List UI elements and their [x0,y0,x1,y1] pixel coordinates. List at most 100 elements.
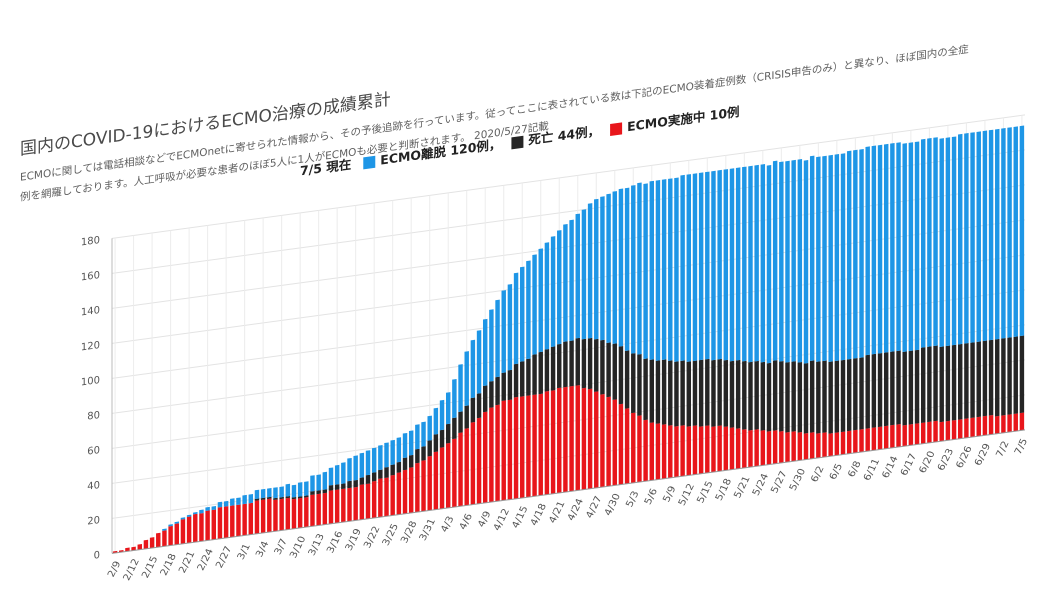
bar-segment [322,492,328,525]
bar-segment [445,392,451,425]
bar-segment [643,183,648,360]
bar-segment [421,460,426,512]
bar-segment [809,360,815,433]
bar-segment [359,452,365,478]
bar-segment [649,359,655,423]
bar-segment [828,361,833,434]
bar-segment [1013,126,1018,337]
bar-segment [846,430,852,454]
bar-segment [958,133,963,345]
x-tick-label: 4/6 [458,512,475,531]
bar-segment [772,430,778,464]
bar-segment [316,493,321,526]
bar-segment [692,173,698,362]
bar-segment [242,494,247,505]
bar-segment [791,361,796,432]
legend-swatch [363,155,376,170]
bar-segment [501,372,506,401]
bar-segment [186,514,192,517]
bar-segment [390,474,395,516]
bar-segment [914,349,920,424]
bar-segment [526,358,531,396]
bar-segment [168,525,173,546]
bar-segment [476,417,482,505]
bar-segment [445,423,451,444]
bar-segment [526,395,531,498]
bar-segment [421,446,426,461]
bar-segment [260,499,266,534]
bar-segment [489,381,494,408]
bar-segment [501,290,506,373]
bar-segment [1013,336,1018,414]
bar-segment [742,360,747,430]
bar-segment [729,360,735,428]
bar-segment [668,360,673,426]
x-tick-label: 2/12 [122,557,142,582]
bar-segment [723,169,729,361]
bar-segment [618,188,624,347]
bar-segment [267,498,272,533]
x-tick-label: 5/9 [661,485,678,504]
bar-segment [865,146,870,356]
x-tick-label: 4/12 [492,507,512,532]
bar-segment [933,345,938,422]
bar-segment [186,516,192,544]
bar-segment [415,462,420,513]
bar-segment [834,154,840,362]
bar-segment [125,547,130,552]
bar-segment [236,497,241,506]
bar-segment [569,385,574,492]
bar-segment [569,219,574,342]
bar-segment [532,254,537,355]
bar-segment [365,474,371,485]
bar-segment [445,442,451,509]
bar-segment [347,457,352,482]
bar-segment [612,191,617,344]
bar-segment [871,145,877,355]
bar-segment [606,396,611,487]
bar-segment [717,425,722,472]
bar-segment [809,155,815,361]
bar-segment [988,414,994,435]
bar-segment [717,169,722,360]
bar-segment [939,346,944,423]
bar-segment [760,361,766,431]
bar-segment [927,421,932,444]
bar-segment [260,488,266,499]
bar-segment [705,358,710,426]
bar-segment [686,174,692,362]
x-tick-label: 6/11 [862,457,882,482]
bar-segment [248,494,254,504]
bar-segment [594,198,599,340]
x-tick-label: 5/15 [695,480,715,505]
bar-segment [371,472,377,482]
bar-segment [754,429,759,467]
bar-segment [587,203,593,339]
x-tick-label: 4/15 [510,505,530,530]
bar-segment [729,427,735,470]
bar-segment [840,431,846,455]
bar-segment [877,426,883,450]
bar-segment [217,506,223,540]
bar-segment [631,353,636,414]
bar-segment [828,154,833,362]
bar-segment [742,429,747,469]
bar-segment [791,431,796,462]
bar-segment [550,390,556,495]
x-tick-label: 4/21 [547,500,567,525]
bar-segment [538,351,543,395]
bar-segment [230,498,235,506]
bar-segment [476,393,482,419]
x-tick-label: 4/24 [566,497,586,522]
bar-segment [877,144,883,354]
bar-segment [458,364,463,413]
bar-segment [180,517,186,520]
bar-segment [908,142,914,352]
bar-segment [655,179,661,361]
bar-segment [705,171,710,360]
bar-segment [958,343,963,420]
bar-segment [600,196,605,341]
x-tick-label: 2/15 [140,555,160,580]
bar-segment [760,430,766,466]
